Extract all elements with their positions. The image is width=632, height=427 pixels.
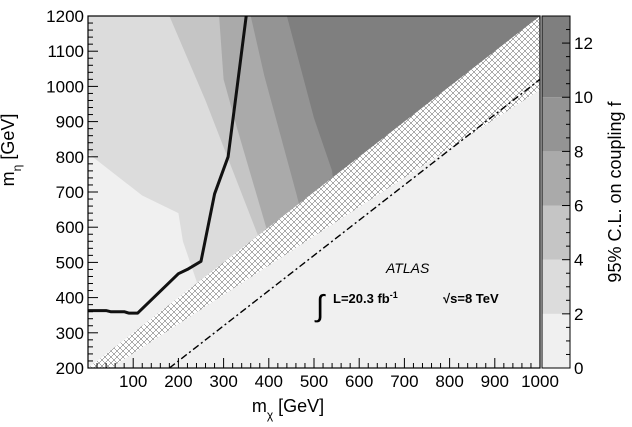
y-axis-title: mη [GeV] [0,114,24,187]
x-tick-label: 100 [119,372,147,391]
y-tick-label: 1200 [46,7,84,26]
y-tick-label: 300 [56,324,84,343]
z-tick-label: 4 [574,251,583,270]
z-tick-label: 6 [574,197,583,216]
kinematically-forbidden-region [88,16,540,368]
x-tick-label: 400 [255,372,283,391]
coupling-region-12 [286,16,540,214]
x-tick-label: 300 [209,372,237,391]
colorbar-band [542,205,570,260]
y-tick-label: 700 [56,183,84,202]
x-tick-label: 600 [345,372,373,391]
plot-regions [88,16,540,368]
x-tick-label: 500 [300,372,328,391]
y-tick-label: 1100 [47,42,84,61]
colorbar-band [542,16,570,98]
x-tick-label: 1000 [521,372,559,391]
y-tick-label: 500 [56,253,84,272]
z-tick-label: 10 [574,88,593,107]
x-tick-label: 800 [435,372,463,391]
atlas-label: ATLAS [385,260,430,276]
z-tick-label: 8 [574,142,583,161]
limit-contour-line [88,16,248,315]
x-axis-title: mχ [GeV] [252,396,324,422]
x-tick-label: 900 [481,372,509,391]
colorbar-band [542,313,570,368]
x-tick-label: 200 [164,372,192,391]
y-tick-label: 400 [56,289,84,308]
diagonal-boundary-line [168,78,540,368]
z-tick-label: 0 [574,359,583,378]
luminosity-label: L=20.3 fb-1 [333,290,398,306]
x-tick-label: 700 [390,372,418,391]
colorbar-band [542,259,570,314]
z-tick-label: 2 [574,305,583,324]
y-tick-label: 1000 [46,77,84,96]
y-tick-label: 600 [56,218,84,237]
y-tick-label: 800 [56,148,84,167]
colorbar-band [542,151,570,206]
colorbar-band [542,97,570,152]
y-tick-label: 900 [56,113,84,132]
y-tick-label: 200 [56,359,84,378]
axes: 100 200 300 400 500 600 700 800 900 1000 200 300 400… [46,7,559,391]
colorbar: 0 2 4 6 8 10 12 [541,15,593,378]
z-tick-label: 12 [574,34,593,53]
energy-label: √s=8 TeV [443,291,499,306]
integral-symbol: ∫ [314,290,326,323]
colorbar-title: 95% C.L. on coupling f [605,100,625,282]
